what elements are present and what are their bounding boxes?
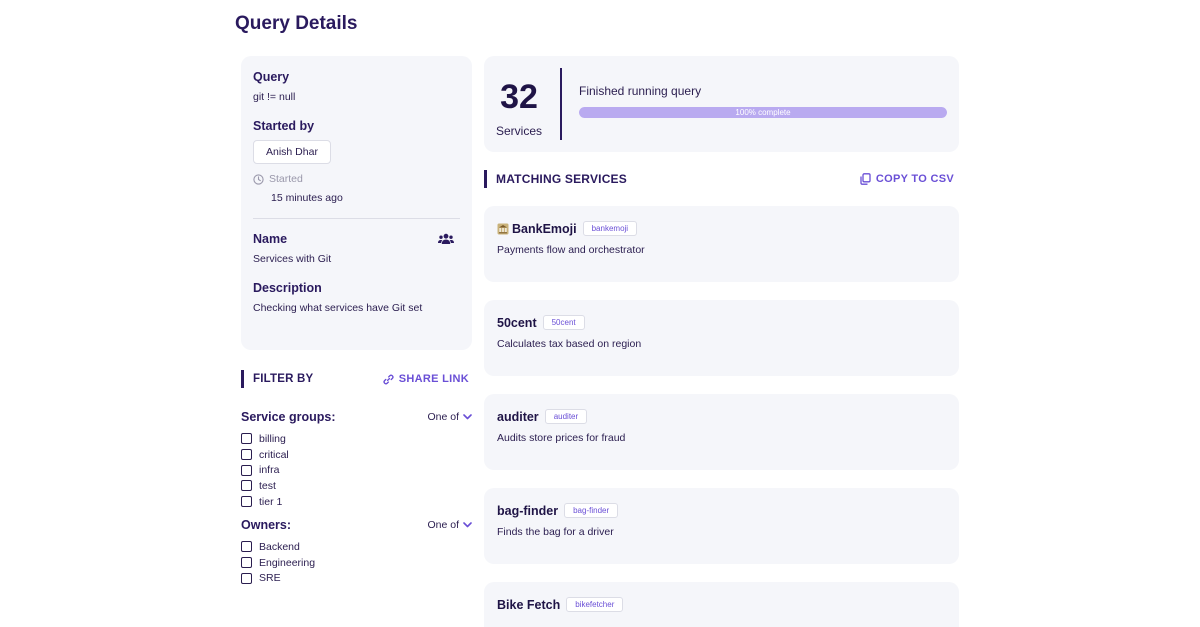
option-label: test xyxy=(259,479,276,492)
name-value: Services with Git xyxy=(253,253,332,265)
option-label: billing xyxy=(259,432,286,445)
service-description: Audits store prices for fraud xyxy=(497,432,626,444)
started-label: Started xyxy=(269,173,303,185)
service-name: Bike Fetch xyxy=(497,597,561,612)
option-critical[interactable]: critical xyxy=(241,447,472,463)
services-count-label: Services xyxy=(496,124,543,138)
checkbox[interactable] xyxy=(241,464,252,476)
progress-bar: 100% complete xyxy=(579,107,947,118)
service-name: auditer xyxy=(497,409,539,424)
checkbox[interactable] xyxy=(241,496,252,508)
owners-mode-dropdown[interactable]: One of xyxy=(427,519,472,531)
filter-group-head: Owners: One of xyxy=(241,518,472,532)
filter-heading: FILTER BY xyxy=(241,370,313,388)
started-row: Started xyxy=(253,173,460,185)
filter-group-title: Service groups: xyxy=(241,410,336,424)
service-card[interactable]: Bike Fetch bikefetcher xyxy=(484,582,959,627)
service-card[interactable]: BankEmoji bankemoji Payments flow and or… xyxy=(484,206,959,282)
service-card[interactable]: bag-finder bag-finder Finds the bag for … xyxy=(484,488,959,564)
service-name: bag-finder xyxy=(497,503,559,518)
card-divider xyxy=(253,218,460,219)
query-value: git != null xyxy=(253,91,296,103)
query-label: Query xyxy=(253,70,290,84)
service-tag: 50cent xyxy=(542,315,585,330)
progress-text: 100% complete xyxy=(735,108,791,117)
description-label: Description xyxy=(253,281,322,295)
name-row: Name xyxy=(253,232,460,246)
option-label: SRE xyxy=(259,572,281,585)
option-label: infra xyxy=(259,464,280,477)
copy-to-csv-button[interactable]: COPY TO CSV xyxy=(860,173,954,185)
description-value: Checking what services have Git set xyxy=(253,302,423,314)
checkbox[interactable] xyxy=(241,541,252,553)
clock-icon xyxy=(253,173,264,185)
chevron-down-icon xyxy=(463,522,472,528)
service-groups-mode-dropdown[interactable]: One of xyxy=(427,411,472,423)
service-name: 50cent xyxy=(497,315,537,330)
option-tier-1[interactable]: tier 1 xyxy=(241,494,472,510)
option-test[interactable]: test xyxy=(241,478,472,494)
option-label: critical xyxy=(259,448,289,461)
service-description: Calculates tax based on region xyxy=(497,338,642,350)
mode-label: One of xyxy=(427,411,459,423)
filter-header: FILTER BY SHARE LINK xyxy=(241,370,469,388)
option-infra[interactable]: infra xyxy=(241,462,472,478)
checkbox[interactable] xyxy=(241,433,252,445)
bank-icon xyxy=(497,223,509,234)
service-head: BankEmoji bankemoji xyxy=(497,221,946,236)
service-description: Payments flow and orchestrator xyxy=(497,244,645,256)
checkbox[interactable] xyxy=(241,480,252,492)
matching-services-header: MATCHING SERVICES COPY TO CSV xyxy=(484,170,954,188)
option-label: Backend xyxy=(259,540,300,553)
link-icon xyxy=(383,374,394,384)
owners-options: Backend Engineering SRE xyxy=(241,539,472,586)
service-head: auditer auditer xyxy=(497,409,946,424)
users-icon[interactable] xyxy=(438,233,454,245)
service-tag: bag-finder xyxy=(564,503,619,518)
service-name: BankEmoji xyxy=(512,221,577,236)
option-sre[interactable]: SRE xyxy=(241,570,472,586)
service-tag: bankemoji xyxy=(582,221,638,236)
option-label: Engineering xyxy=(259,556,316,569)
service-tag: bikefetcher xyxy=(566,597,624,612)
started-time: 15 minutes ago xyxy=(271,192,343,204)
summary-divider xyxy=(560,68,562,140)
checkbox[interactable] xyxy=(241,449,252,461)
query-status: Finished running query xyxy=(579,84,702,98)
checkbox[interactable] xyxy=(241,557,252,569)
mode-label: One of xyxy=(427,519,459,531)
service-head: 50cent 50cent xyxy=(497,315,946,330)
checkbox[interactable] xyxy=(241,572,252,584)
service-head: bag-finder bag-finder xyxy=(497,503,946,518)
services-count: 32 xyxy=(500,78,538,116)
chevron-down-icon xyxy=(463,414,472,420)
query-info-card: Query git != null Started by Anish Dhar … xyxy=(241,56,472,350)
filter-group-head: Service groups: One of xyxy=(241,410,472,424)
share-link-label: SHARE LINK xyxy=(398,373,469,385)
service-tag: auditer xyxy=(544,409,588,424)
page-title: Query Details xyxy=(235,13,358,34)
matching-services-heading: MATCHING SERVICES xyxy=(484,170,627,188)
service-card[interactable]: 50cent 50cent Calculates tax based on re… xyxy=(484,300,959,376)
filter-group-service-groups: Service groups: One of billing critical … xyxy=(241,410,472,509)
option-engineering[interactable]: Engineering xyxy=(241,555,472,571)
service-groups-options: billing critical infra test tier 1 xyxy=(241,431,472,509)
filter-group-title: Owners: xyxy=(241,518,292,532)
started-by-user-chip[interactable]: Anish Dhar xyxy=(253,140,331,164)
service-card[interactable]: auditer auditer Audits store prices for … xyxy=(484,394,959,470)
progress-fill: 100% complete xyxy=(579,107,947,118)
share-link-button[interactable]: SHARE LINK xyxy=(383,373,469,385)
service-head: Bike Fetch bikefetcher xyxy=(497,597,946,612)
filter-group-owners: Owners: One of Backend Engineering SRE xyxy=(241,518,472,586)
copy-icon xyxy=(860,173,871,185)
option-billing[interactable]: billing xyxy=(241,431,472,447)
option-label: tier 1 xyxy=(259,495,283,508)
copy-to-csv-label: COPY TO CSV xyxy=(875,173,954,185)
option-backend[interactable]: Backend xyxy=(241,539,472,555)
summary-card: 32 Services Finished running query 100% … xyxy=(484,56,959,152)
service-description: Finds the bag for a driver xyxy=(497,526,614,538)
started-by-label: Started by xyxy=(253,119,315,133)
name-label: Name xyxy=(253,232,288,246)
